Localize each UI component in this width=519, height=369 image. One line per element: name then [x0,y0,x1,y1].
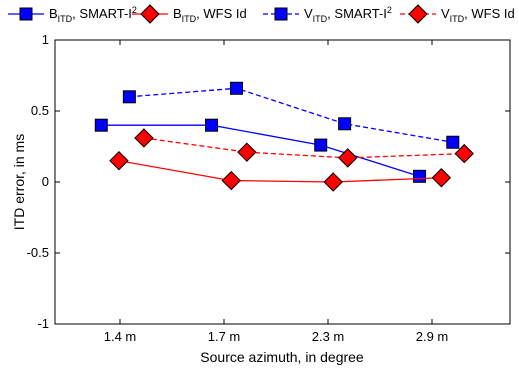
data-point [229,81,243,95]
y-tick-label: -0.5 [27,245,49,260]
legend-marker [274,7,288,21]
data-point [221,170,241,191]
data-point [237,142,257,162]
legend-entry-2: BITD, WFS Id [132,4,247,24]
axis-ticks: -1 -0.5 0 0.5 1 1.4 m 1.7 m 2.3 m 2.9 m [27,32,510,344]
series-line [118,160,442,183]
x-tick-label: 1.7 m [208,329,241,344]
data-point [94,118,108,132]
series-line [143,137,465,159]
data-point [431,168,452,188]
legend-entry-4: VITD, WFS Id [400,4,515,24]
series-layer [94,81,474,192]
series-1 [94,118,427,183]
x-tick-label: 2.3 m [312,329,345,344]
legend-label: VITD, SMART-I2 [304,5,392,24]
y-tick-label: 0.5 [31,103,49,118]
data-point [338,148,358,168]
data-point [323,172,343,192]
data-point [314,138,328,152]
series-3 [122,81,460,149]
y-axis-label: ITD error, in ms [11,134,27,230]
legend-marker [19,7,33,21]
series-2 [109,150,452,192]
series-line [129,87,453,143]
y-tick-label: -1 [37,316,49,331]
legend-label: BITD, WFS Id [173,6,247,24]
legend-entry-3: VITD, SMART-I2 [263,5,392,24]
data-point [122,90,136,104]
data-point [205,118,219,132]
legend: BITD, SMART-I2 BITD, WFS Id VITD, SMART-I2… [8,4,515,24]
data-point [109,150,129,171]
y-tick-label: 0 [42,174,49,189]
data-point [413,169,427,183]
x-axis-label: Source azimuth, in degree [200,349,364,365]
data-point [338,117,352,131]
legend-marker [408,4,428,24]
y-tick-label: 1 [42,32,49,47]
legend-marker [140,4,160,24]
data-point [446,135,460,149]
series-4 [134,128,474,168]
series-line [101,124,420,177]
legend-entry-1: BITD, SMART-I2 [8,5,137,24]
data-point [134,128,154,148]
legend-label: VITD, WFS Id [441,6,515,24]
x-tick-label: 2.9 m [416,329,449,344]
legend-label: BITD, SMART-I2 [49,5,137,24]
x-tick-label: 1.4 m [104,329,137,344]
data-point [454,143,474,164]
